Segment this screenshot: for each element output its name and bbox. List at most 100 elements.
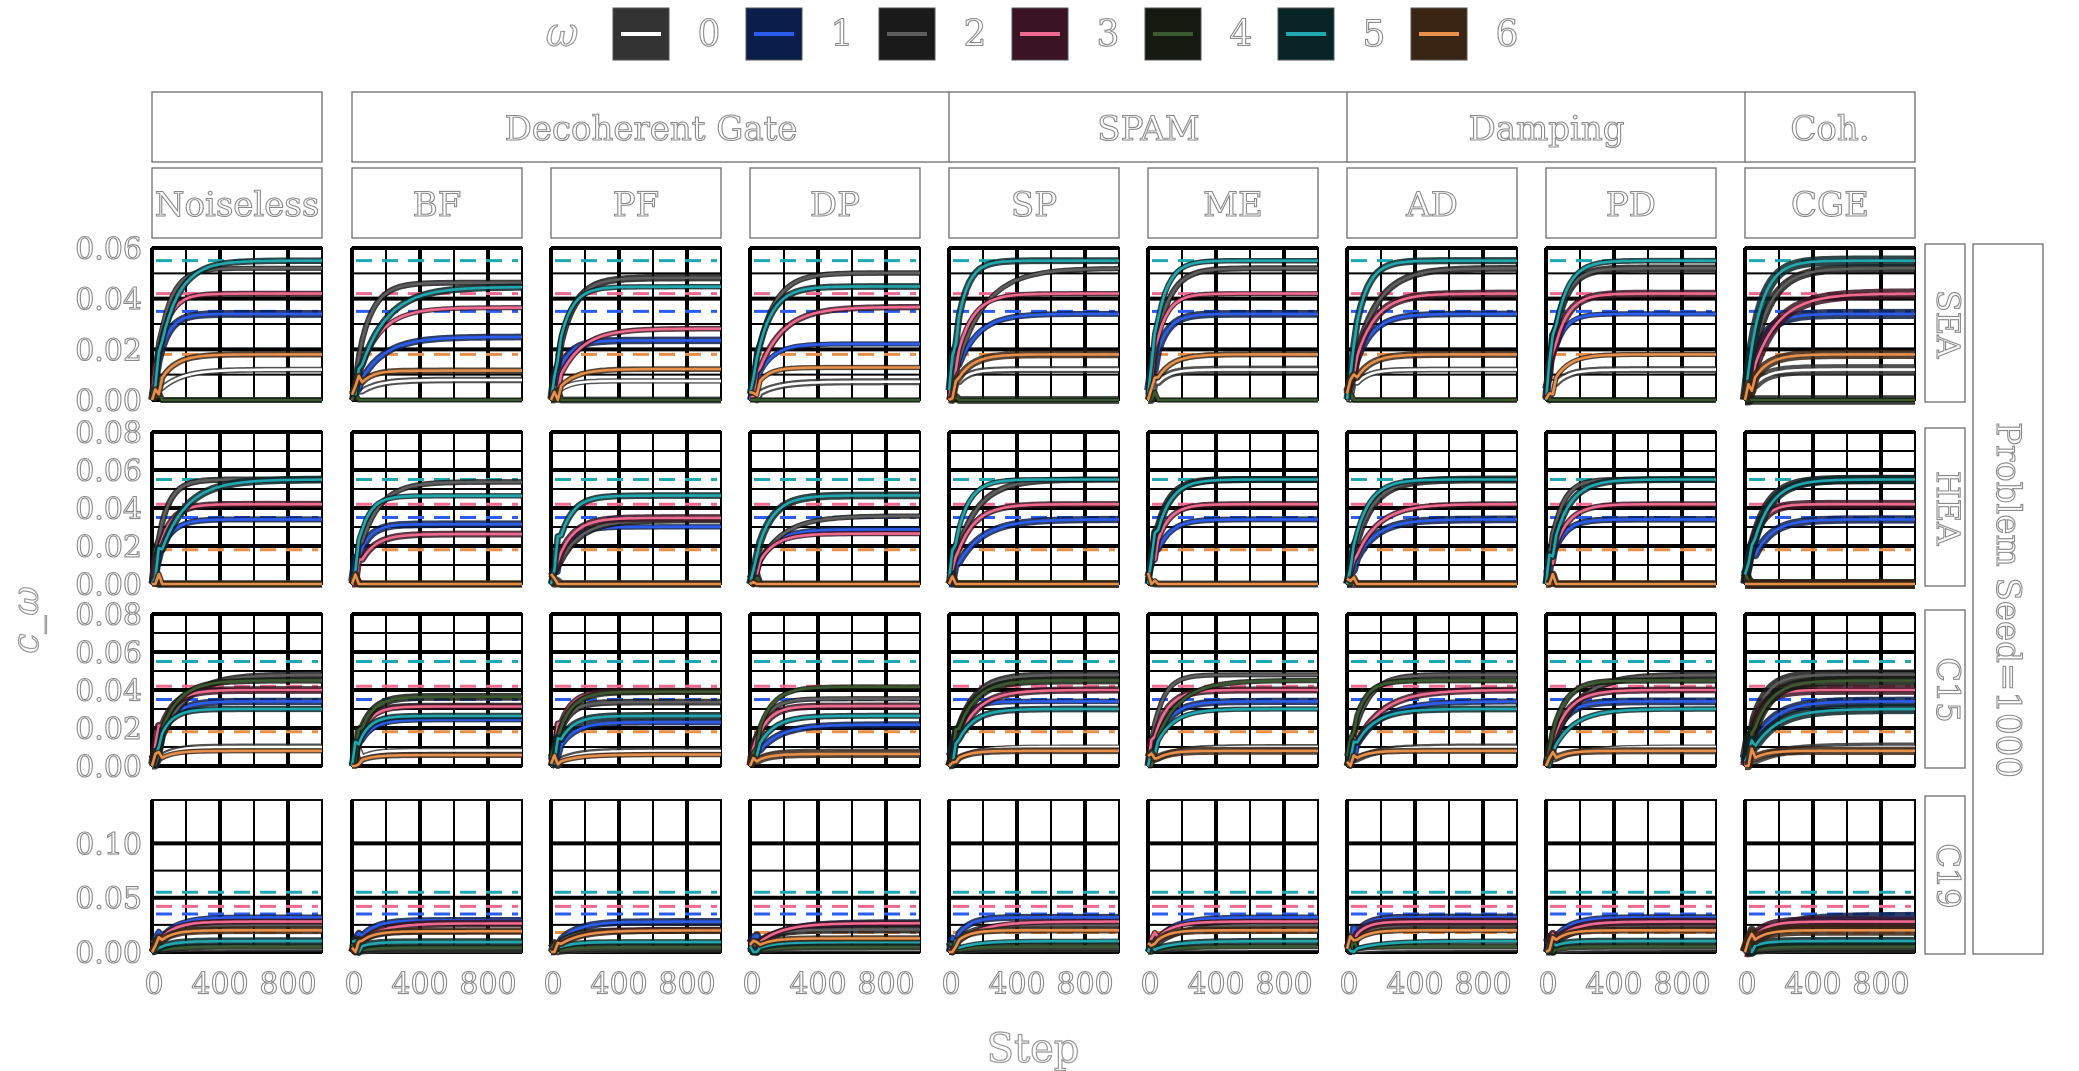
column-header-label: CGE [1791,185,1869,225]
x-tick-label: 400 [1585,967,1642,1002]
series-line-omega-5 [1544,478,1716,585]
panel-c15-bf [348,612,523,769]
panel-c19-noiseless: 0.00 0.05 0.10 0 400 800 [75,799,323,1003]
series-line-omega-5 [1345,939,1517,954]
series-line-omega-1 [151,518,322,577]
x-tick-label: 400 [988,967,1045,1002]
series-line-omega-3 [749,921,920,954]
row-header-label: HEA [1929,471,1967,546]
group-header-4: Coh. [1744,91,1916,163]
series-line-omega-1 [947,312,1119,401]
series-line-omega-1 [1544,518,1716,585]
series-line-omega-5 [550,714,721,765]
y-tick-label: 0.06 [75,454,142,489]
x-tick-label: 0 [1538,967,1557,1002]
x-tick-label: 400 [391,967,448,1002]
x-tick-label: 0 [1737,967,1756,1002]
y-tick-label: 0.08 [75,598,142,633]
panel-sea-dp [746,246,921,404]
series-line-omega-1 [948,518,1119,586]
panel-hea-pd [1542,430,1717,588]
x-tick-label: 400 [1187,967,1244,1002]
column-header-cge: CGE [1744,167,1916,239]
panel-hea-sp [945,430,1120,588]
column-header-bf: BF [351,167,523,239]
series-line-omega-2 [948,267,1119,401]
column-header-box [550,167,722,239]
y-tick-label: 0.04 [75,674,142,709]
y-tick-label: 0.00 [75,568,142,603]
series-line-omega-5 [948,707,1119,768]
series-line-omega-4 [1345,679,1517,757]
series-line-omega-3 [1744,920,1915,954]
x-axis-label: Step [987,1026,1080,1071]
series-line-omega-5 [1545,939,1716,954]
series-line-omega-5 [350,714,522,767]
series-line-omega-3 [947,292,1119,401]
series-line-omega-5 [351,939,522,954]
panel-sea-bf [348,246,523,403]
series-line-omega-6 [1147,929,1318,947]
panel-hea-cge [1740,430,1917,590]
row-header-box [1924,427,1966,587]
x-tick-label: 800 [1852,967,1909,1002]
column-header-box [151,167,323,239]
series-line-omega-5 [150,707,322,767]
series-line-omega-5 [748,714,920,767]
row-header-hea: HEA [1924,427,1968,587]
series-line-omega-3 [1345,502,1517,585]
series-line-omega-4 [551,389,721,402]
series-line-omega-4 [150,391,322,402]
row-header-c19: C19 [1924,795,1968,955]
series-line-omega-3 [1146,920,1318,953]
series-line-omega-6 [150,749,322,767]
series-line-omega-2 [748,514,921,585]
x-tick-label: 400 [1784,967,1841,1002]
series-line-omega-5 [549,285,721,401]
series-line-omega-6 [1546,572,1716,586]
series-line-omega-5 [350,494,522,582]
column-header-pf: PF [550,167,722,239]
series-line-omega-4 [1544,679,1716,767]
group-header-2: SPAM [948,91,1349,163]
series-line-omega-5 [748,285,920,395]
series-line-omega-1 [1544,312,1716,396]
facet-strip-box [1972,243,2044,955]
series-line-omega-0 [948,368,1119,400]
x-tick-label: 0 [344,967,363,1002]
x-tick-label: 0 [1140,967,1159,1002]
legend-entry-3: 3 [1011,7,1120,61]
y-tick-label: 0.02 [75,712,142,747]
series-line-omega-5 [1743,259,1915,401]
series-line-omega-2 [1743,673,1915,759]
series-line-omega-6 [549,367,721,402]
series-line-omega-4 [1744,945,1915,954]
series-line-omega-3 [1146,502,1318,582]
series-line-omega-5 [1146,939,1319,953]
series-line-omega-1 [1146,518,1318,585]
series-line-omega-6 [1544,353,1716,400]
series-line-omega-5 [947,478,1119,580]
column-header-box [351,167,523,239]
panel-sea-me [1144,246,1319,404]
legend-title: ω [546,10,579,56]
series-line-omega-6 [150,929,322,953]
series-line-omega-4 [948,395,1119,402]
series-line-omega-2 [1544,267,1716,390]
column-header-box [1346,167,1518,239]
column-header-label: ME [1203,185,1263,225]
series-line-omega-4 [1544,941,1716,954]
series-line-omega-1 [1146,312,1318,391]
legend-entry-1: 1 [745,7,854,61]
legend-label-5: 5 [1363,14,1386,55]
panel-hea-noiseless: 0.000.020.040.060.08 [75,415,323,604]
series-line-omega-3 [947,688,1119,767]
series-line-omega-6 [150,353,322,401]
series-line-omega-5 [748,494,920,585]
row-header-box [1924,609,1966,769]
y-tick-label: 0.02 [75,530,142,565]
series-line-omega-4 [350,392,522,402]
group-header-label: Coh. [1790,109,1869,149]
y-axis-label: c_ω [6,586,47,654]
series-line-omega-3 [1544,688,1716,767]
